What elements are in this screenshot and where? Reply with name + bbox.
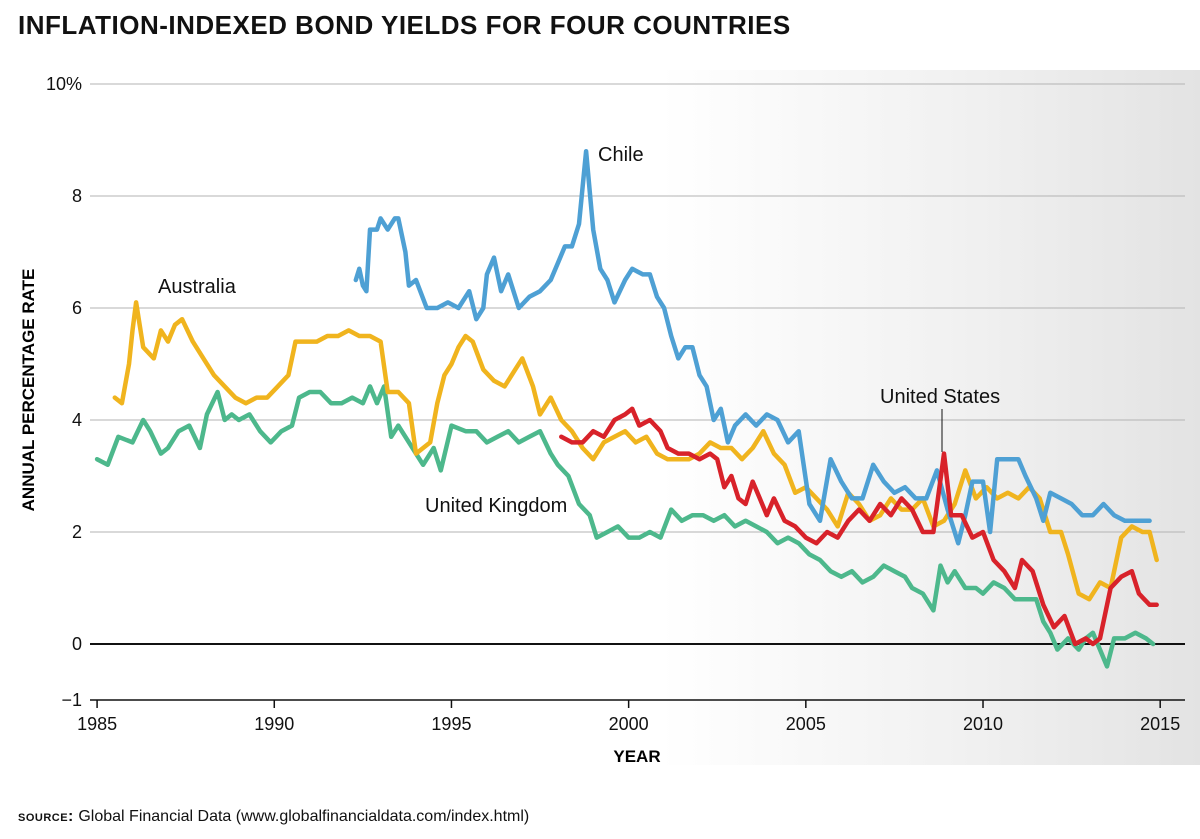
y-axis-label: ANNUAL PERCENTAGE RATE — [19, 269, 38, 512]
y-tick-label: −1 — [61, 690, 82, 710]
x-tick-label: 2015 — [1140, 714, 1180, 734]
x-axis-label: YEAR — [613, 747, 660, 766]
plot-background — [0, 70, 1200, 765]
y-gridlines: −1 0 2 4 6 8 10% — [46, 74, 1185, 710]
series-label-united-kingdom: United Kingdom — [425, 495, 567, 517]
x-tick-label: 1985 — [77, 714, 117, 734]
source-note: source: Global Financial Data (www.globa… — [18, 808, 529, 826]
series-line-united-kingdom — [94, 384, 1156, 669]
series-label-australia: Australia — [158, 276, 237, 298]
x-tick-label: 2000 — [609, 714, 649, 734]
series-line-australia — [112, 300, 1159, 602]
series-label-chile: Chile — [598, 144, 644, 166]
x-tick-label: 1995 — [431, 714, 471, 734]
y-tick-label: 6 — [72, 298, 82, 318]
y-tick-label: 10% — [46, 74, 82, 94]
y-tick-label: 4 — [72, 410, 82, 430]
y-tick-label: 2 — [72, 522, 82, 542]
y-tick-label: 0 — [72, 634, 82, 654]
series-line-chile — [353, 148, 1152, 546]
axes: 1985 1990 1995 2000 2005 2010 2015 — [77, 699, 1185, 734]
y-tick-label: 8 — [72, 186, 82, 206]
source-label: source: — [18, 808, 74, 825]
series-line-united-states — [559, 406, 1159, 647]
series-lines — [94, 148, 1159, 669]
series-labels: Chile Australia United States United Kingdo… — [158, 144, 1000, 517]
chart-title: INFLATION-INDEXED BOND YIELDS FOR FOUR C… — [18, 10, 791, 40]
x-tick-label: 2010 — [963, 714, 1003, 734]
series-label-united-states: United States — [880, 386, 1000, 408]
x-tick-label: 1990 — [254, 714, 294, 734]
x-tick-label: 2005 — [786, 714, 826, 734]
source-text: Global Financial Data (www.globalfinanci… — [78, 808, 530, 825]
